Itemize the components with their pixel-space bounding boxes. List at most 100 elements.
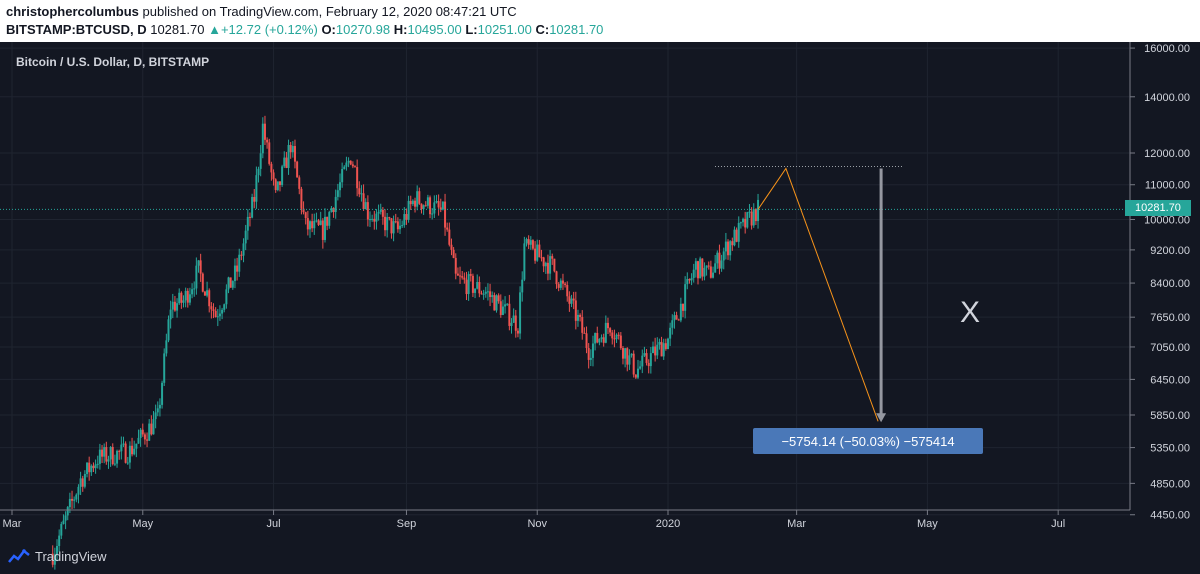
candle-body: [632, 353, 635, 375]
candle-body: [73, 499, 76, 501]
measure-label[interactable]: −5754.14 (−50.03%) −575414: [753, 428, 983, 454]
candle-body: [229, 277, 232, 288]
candle-body: [278, 181, 281, 185]
candle-body: [122, 443, 125, 445]
brand-name: TradingView: [35, 548, 107, 564]
candle-body: [409, 200, 412, 205]
candle-body: [285, 157, 288, 168]
candle-body: [471, 275, 474, 293]
time-tick-label: Mar: [3, 518, 22, 530]
candle-body: [394, 221, 397, 223]
candle-body: [281, 166, 284, 185]
candle-body: [431, 213, 434, 215]
price-tick-label: 6450.00: [1150, 374, 1190, 386]
candle-body: [424, 205, 427, 207]
candle-body: [411, 200, 414, 205]
candle-body: [615, 334, 618, 340]
candle-body: [392, 221, 395, 234]
candle-body: [143, 434, 146, 440]
candle-body: [576, 314, 579, 321]
candle-body: [152, 419, 155, 435]
candle-body: [227, 277, 230, 290]
candle-body: [606, 322, 609, 329]
close-label: C:: [535, 22, 550, 37]
cross-annotation[interactable]: X: [960, 296, 981, 329]
candle-body: [495, 295, 498, 311]
candle-body: [62, 520, 65, 524]
candle-body: [667, 338, 669, 350]
candle-body: [266, 139, 269, 143]
candle-body: [109, 447, 112, 460]
candle-body: [362, 193, 365, 210]
candle-body: [167, 319, 170, 341]
candle-body: [634, 374, 637, 378]
candle-body: [161, 382, 164, 405]
candle-body: [699, 258, 702, 279]
author-name[interactable]: christophercolumbus: [6, 4, 139, 19]
candle-body: [664, 343, 667, 350]
candle-body: [81, 478, 84, 487]
candle-body: [184, 290, 187, 301]
candle-body: [238, 254, 241, 272]
candle-body: [287, 144, 290, 168]
time-tick-label: Jul: [267, 518, 281, 530]
candle-body: [66, 507, 69, 516]
projection-path: [757, 167, 879, 422]
candle-body: [712, 272, 715, 278]
price-chart[interactable]: 16000.00 14000.00 12000.00 11000.00 10000.00…: [0, 42, 1200, 574]
candle-body: [589, 357, 592, 360]
candle-body: [255, 175, 258, 202]
candle-body: [564, 283, 567, 285]
candle-body: [739, 222, 742, 224]
candle-body: [388, 217, 391, 219]
candle-body: [429, 197, 432, 215]
candle-body: [420, 203, 423, 210]
candle-body: [173, 301, 176, 311]
candle-body: [433, 202, 436, 214]
candle-body: [120, 444, 123, 452]
candle-body: [677, 319, 680, 321]
close-value: 10281.70: [549, 22, 604, 37]
candle-body: [135, 443, 138, 449]
candle-body: [308, 221, 311, 230]
candle-body: [291, 146, 294, 153]
price-tick-label: 7050.00: [1150, 342, 1190, 354]
candle-body: [617, 334, 620, 336]
tradingview-footer[interactable]: TradingView: [8, 547, 107, 565]
candle-body: [754, 209, 757, 222]
candle-body: [349, 160, 352, 165]
candle-body: [452, 249, 455, 258]
candle-body: [343, 166, 346, 170]
candle-body: [98, 449, 101, 464]
candle-body: [64, 515, 67, 521]
candle-body: [600, 337, 603, 339]
candle-body: [658, 341, 661, 345]
candle-body: [180, 292, 183, 303]
candle-body: [178, 292, 181, 304]
candle-body: [345, 162, 348, 167]
candle-body: [141, 429, 144, 435]
candle-body: [401, 225, 404, 227]
current-price: 10281.70: [150, 22, 205, 37]
candle-body: [619, 335, 622, 349]
candle-body: [354, 166, 357, 168]
candle-body: [549, 256, 552, 274]
high-label: H:: [393, 22, 408, 37]
candle-body: [465, 279, 468, 295]
candle-body: [757, 199, 760, 222]
candle-body: [90, 465, 93, 473]
candle-body: [272, 172, 275, 180]
candle-body: [478, 282, 481, 294]
candle-body: [233, 265, 236, 282]
candle-body: [636, 368, 639, 378]
candle-body: [463, 277, 466, 280]
candle-body: [630, 353, 633, 356]
candle-body: [639, 366, 642, 369]
candle-body: [690, 277, 693, 281]
candle-body: [231, 281, 234, 288]
candle-body: [497, 295, 500, 302]
candle-body: [538, 244, 541, 258]
candle-body: [662, 343, 665, 357]
price-axis: 16000.00 14000.00 12000.00 11000.00 10000.00…: [1129, 42, 1190, 522]
candle-body: [529, 240, 532, 245]
